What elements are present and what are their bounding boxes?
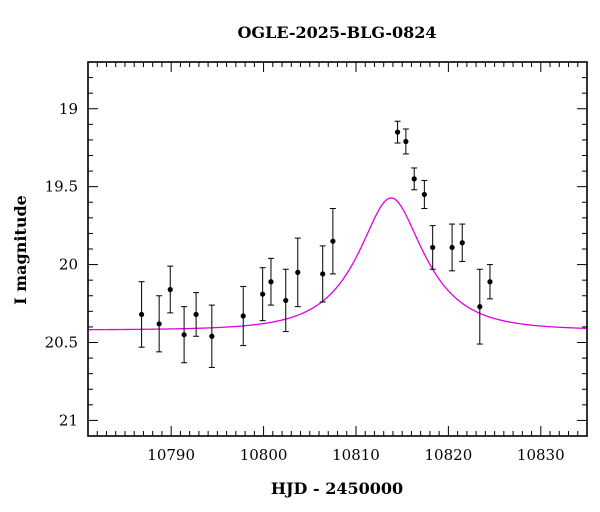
data-point	[267, 257, 274, 306]
point-marker	[283, 297, 289, 304]
point-marker	[421, 191, 427, 198]
point-marker	[268, 279, 274, 285]
point-marker	[487, 279, 493, 285]
data-point	[486, 264, 493, 300]
chart-title: OGLE-2025-BLG-0824	[237, 23, 436, 42]
point-marker	[403, 138, 409, 145]
data-point	[429, 225, 436, 270]
point-marker	[477, 304, 483, 310]
data-point	[402, 128, 409, 155]
data-points-layer	[138, 120, 493, 368]
point-marker	[320, 271, 326, 277]
x-tick-label: 10810	[332, 446, 380, 464]
y-tick-label: 20	[59, 256, 78, 274]
y-tick-label: 19	[59, 100, 78, 118]
point-marker	[411, 176, 417, 182]
data-point	[240, 285, 247, 347]
y-tick-label: 21	[59, 411, 78, 429]
data-point	[282, 268, 289, 333]
data-point	[259, 267, 266, 322]
point-marker	[459, 240, 465, 246]
x-tick-label: 10820	[425, 446, 473, 464]
point-marker	[430, 244, 436, 251]
x-tick-label: 10800	[240, 446, 288, 464]
data-point	[167, 265, 174, 314]
data-point	[449, 223, 456, 272]
point-marker	[193, 311, 199, 318]
data-point	[329, 207, 336, 275]
data-point	[294, 237, 301, 308]
data-point	[459, 223, 466, 262]
y-tick-label: 19.5	[45, 178, 78, 196]
point-marker	[240, 313, 246, 319]
point-marker	[167, 286, 173, 293]
data-point	[411, 167, 418, 191]
data-point	[319, 245, 326, 303]
tick-labels: 10790 10800 10810 10820 10830 19 19.5 20 20.5 21	[45, 100, 565, 464]
point-marker	[394, 129, 401, 135]
model-curve	[88, 197, 588, 331]
data-point	[193, 292, 200, 337]
x-axis-label: HJD - 2450000	[271, 479, 403, 498]
model-curve-layer	[88, 197, 588, 331]
point-marker	[138, 311, 145, 318]
data-point	[138, 281, 145, 348]
y-axis-label: I magnitude	[11, 195, 30, 305]
point-marker	[295, 269, 301, 275]
point-marker	[181, 332, 187, 338]
data-point	[394, 120, 401, 144]
point-marker	[260, 291, 266, 297]
x-tick-label: 10790	[147, 446, 195, 464]
data-point	[208, 304, 215, 368]
data-point	[181, 306, 188, 364]
x-tick-label: 10830	[517, 446, 565, 464]
point-marker	[449, 244, 455, 251]
data-point	[476, 268, 483, 345]
plot-frame	[87, 61, 588, 437]
point-marker	[330, 238, 336, 244]
y-tick-label: 20.5	[45, 334, 78, 352]
data-point	[156, 295, 163, 353]
axis-ticks	[87, 61, 588, 437]
data-point	[421, 179, 428, 209]
point-marker	[209, 333, 215, 339]
point-marker	[156, 321, 162, 327]
